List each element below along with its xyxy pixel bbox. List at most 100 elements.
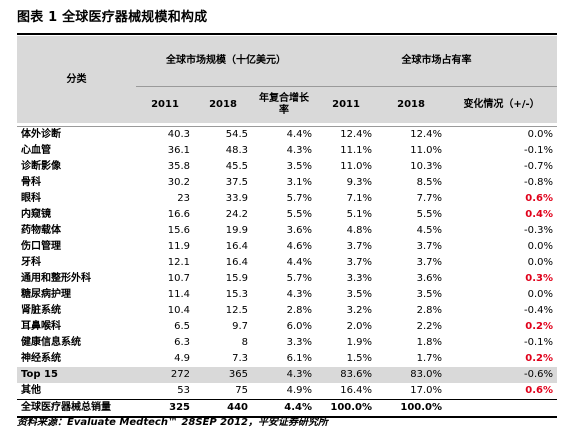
header-2011: 2011 [136, 86, 194, 123]
share-2011: 11.0% [340, 161, 373, 172]
share-2011: 12.4% [316, 126, 377, 143]
table-row: 心血管 36.1 48.3 4.3% 11.1% 11.0% -0.1% [17, 143, 557, 159]
value-2011: 325 [136, 399, 194, 418]
table-row: 牙科 12.1 16.4 4.4% 3.7% 3.7% 0.0% [17, 255, 557, 271]
share-2018: 1.7% [416, 353, 443, 364]
row-name: 健康信息系统 [21, 337, 81, 348]
share-2011: 3.3% [346, 273, 373, 284]
value-2018: 24.2 [225, 209, 248, 220]
value-2011: 16.6 [167, 209, 190, 220]
cagr: 6.0% [286, 321, 313, 332]
header-share-2018: 2018 [376, 86, 447, 123]
row-name: 神经系统 [21, 353, 61, 364]
title-rule [17, 33, 557, 35]
value-2011: 11.9 [167, 241, 190, 252]
cagr: 4.6% [286, 241, 313, 252]
header-row-2: 2011 2018 年复合增长率 2011 2018 变化情况（+/-） [17, 86, 558, 123]
share-2018: 2.8% [416, 305, 443, 316]
row-name: 牙科 [21, 257, 41, 268]
value-2018: 9.7 [232, 321, 248, 332]
value-2011: 6.5 [174, 321, 190, 332]
value-2011: 53 [177, 385, 190, 396]
share-change: -0.1% [524, 337, 554, 348]
share-change: 0.3% [525, 273, 554, 284]
table-row: 健康信息系统 6.3 8 3.3% 1.9% 1.8% -0.1% [17, 335, 557, 351]
share-2018: 7.7% [416, 193, 443, 204]
share-2018: 17.0% [410, 385, 443, 396]
header-row-1: 分类 全球市场规模（十亿美元） 全球市场占有率 [17, 36, 558, 123]
share-2011: 11.1% [340, 145, 373, 156]
share-2018: 3.7% [416, 257, 443, 268]
header-category: 分类 [17, 36, 136, 123]
row-name: 眼科 [21, 193, 41, 204]
share-2011: 3.2% [346, 305, 373, 316]
header-cagr: 年复合增长率 [252, 86, 317, 123]
share-2011: 100.0% [316, 399, 377, 418]
cagr: 3.6% [286, 225, 313, 236]
header-change: 变化情况（+/-） [446, 86, 558, 123]
share-2011: 3.7% [346, 241, 373, 252]
share-2011: 3.7% [346, 257, 373, 268]
share-2018: 5.5% [416, 209, 443, 220]
share-2018: 2.2% [416, 321, 443, 332]
share-2018: 10.3% [410, 161, 443, 172]
cagr: 5.5% [286, 209, 313, 220]
cagr: 4.3% [252, 367, 317, 383]
cagr: 4.9% [286, 385, 313, 396]
cagr: 3.3% [286, 337, 313, 348]
value-2018: 15.9 [225, 273, 248, 284]
share-change: -0.8% [524, 177, 554, 188]
value-2011: 6.3 [174, 337, 190, 348]
value-2011: 10.4 [167, 305, 190, 316]
share-change: 0.6% [525, 193, 554, 204]
share-2011: 16.4% [340, 385, 373, 396]
value-2011: 23 [177, 193, 190, 204]
share-2011: 3.5% [346, 289, 373, 300]
share-change: -0.4% [524, 305, 554, 316]
share-2011: 5.1% [346, 209, 373, 220]
row-name: 全球医疗器械总销量 [17, 399, 136, 418]
share-2011: 7.1% [346, 193, 373, 204]
table-row: 神经系统 4.9 7.3 6.1% 1.5% 1.7% 0.2% [17, 351, 557, 367]
share-change: 0.4% [525, 209, 554, 220]
value-2018: 54.5 [194, 126, 252, 143]
table-row: 诊断影像 35.8 45.5 3.5% 11.0% 10.3% -0.7% [17, 159, 557, 175]
value-2018: 75 [235, 385, 248, 396]
cagr: 4.3% [286, 289, 313, 300]
table-row: 肾脏系统 10.4 12.5 2.8% 3.2% 2.8% -0.4% [17, 303, 557, 319]
share-2018: 83.0% [376, 367, 447, 383]
header-market-share: 全球市场占有率 [316, 36, 558, 87]
value-2018: 12.5 [225, 305, 248, 316]
row-name: 糖尿病护理 [21, 289, 71, 300]
share-change: -0.1% [524, 145, 554, 156]
row-name: 通用和整形外科 [21, 273, 91, 284]
share-change: -0.3% [524, 225, 554, 236]
cagr: 4.4% [252, 126, 317, 143]
share-2018: 3.6% [416, 273, 443, 284]
share-2018: 4.5% [416, 225, 443, 236]
figure-title: 图表 1 全球医疗器械规模和构成 [17, 10, 208, 25]
row-name: 诊断影像 [21, 161, 61, 172]
value-2018: 15.3 [225, 289, 248, 300]
cagr: 4.4% [252, 399, 317, 418]
share-change: 0.2% [525, 353, 554, 364]
row-name: Top 15 [17, 367, 136, 383]
share-change: -0.7% [524, 161, 554, 172]
share-2011: 83.6% [316, 367, 377, 383]
share-change: 0.0% [527, 241, 554, 252]
row-name: 肾脏系统 [21, 305, 61, 316]
cagr: 6.1% [286, 353, 313, 364]
value-2011: 272 [136, 367, 194, 383]
share-change: 0.0% [527, 289, 554, 300]
value-2018: 16.4 [225, 257, 248, 268]
value-2018: 8 [241, 337, 248, 348]
share-2018: 11.0% [410, 145, 443, 156]
value-2011: 15.6 [167, 225, 190, 236]
share-2011: 2.0% [346, 321, 373, 332]
table-row: 糖尿病护理 11.4 15.3 4.3% 3.5% 3.5% 0.0% [17, 287, 557, 303]
share-change: 0.0% [527, 257, 554, 268]
share-2011: 1.9% [346, 337, 373, 348]
share-2018: 1.8% [416, 337, 443, 348]
top15-row: Top 15 272 365 4.3% 83.6% 83.0% -0.6% [17, 367, 558, 383]
